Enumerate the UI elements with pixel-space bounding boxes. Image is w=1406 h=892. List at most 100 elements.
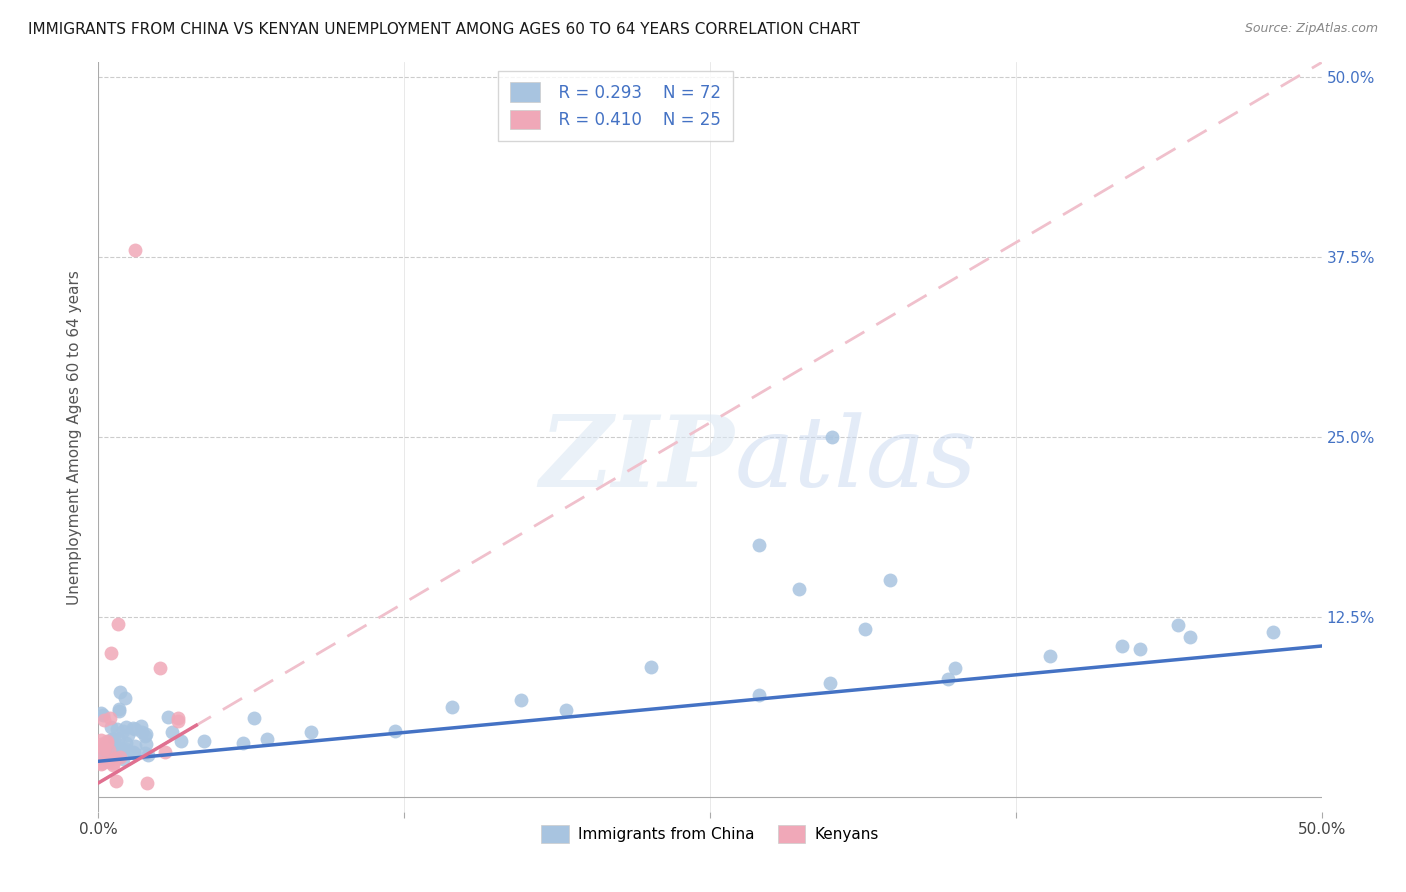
Point: [97, 753, 120, 767]
Point: [167, 714, 190, 728]
Point: [108, 742, 131, 756]
Point: [101, 758, 124, 772]
Point: [1167, 618, 1189, 632]
Point: [136, 776, 159, 790]
Point: [111, 742, 134, 756]
Y-axis label: Unemployment Among Ages 60 to 64 years: Unemployment Among Ages 60 to 64 years: [67, 269, 83, 605]
Point: [107, 617, 129, 632]
Point: [193, 734, 215, 748]
Point: [1261, 624, 1284, 639]
Text: ZIP: ZIP: [540, 411, 734, 508]
Point: [124, 723, 146, 737]
Point: [936, 672, 959, 686]
Point: [124, 243, 146, 257]
Point: [98, 734, 121, 748]
Point: [103, 731, 125, 746]
Point: [97, 742, 120, 756]
Point: [91, 708, 114, 723]
Point: [256, 732, 278, 747]
Point: [107, 747, 129, 762]
Point: [135, 737, 157, 751]
Point: [853, 622, 876, 636]
Point: [640, 659, 662, 673]
Point: [100, 646, 122, 660]
Point: [384, 723, 406, 738]
Point: [1111, 639, 1133, 653]
Point: [115, 720, 138, 734]
Point: [879, 573, 901, 587]
Point: [169, 734, 191, 748]
Point: [555, 702, 578, 716]
Point: [108, 685, 131, 699]
Point: [112, 723, 135, 738]
Point: [122, 745, 145, 759]
Point: [90, 706, 112, 721]
Point: [93, 742, 115, 756]
Point: [107, 704, 129, 718]
Point: [1039, 649, 1062, 664]
Point: [117, 728, 139, 742]
Point: [90, 756, 112, 771]
Point: [787, 582, 810, 596]
Point: [135, 726, 157, 740]
Point: [111, 752, 134, 766]
Point: [943, 660, 966, 674]
Point: [156, 710, 179, 724]
Point: [90, 737, 112, 751]
Point: [108, 702, 131, 716]
Point: [131, 724, 153, 739]
Point: [136, 748, 159, 763]
Point: [821, 430, 844, 444]
Point: [1178, 630, 1201, 644]
Point: [440, 700, 463, 714]
Point: [124, 746, 146, 760]
Point: [103, 756, 125, 770]
Point: [98, 711, 121, 725]
Point: [167, 711, 190, 725]
Point: [1129, 641, 1152, 656]
Text: Source: ZipAtlas.com: Source: ZipAtlas.com: [1244, 22, 1378, 36]
Point: [98, 743, 121, 757]
Point: [108, 748, 131, 763]
Point: [149, 660, 172, 674]
Point: [98, 756, 121, 770]
Point: [105, 722, 128, 736]
Point: [510, 693, 533, 707]
Point: [101, 742, 124, 756]
Point: [818, 676, 841, 690]
Point: [134, 746, 156, 760]
Point: [162, 725, 184, 739]
Text: IMMIGRANTS FROM CHINA VS KENYAN UNEMPLOYMENT AMONG AGES 60 TO 64 YEARS CORRELATI: IMMIGRANTS FROM CHINA VS KENYAN UNEMPLOY…: [28, 22, 860, 37]
Point: [90, 756, 112, 771]
Point: [100, 734, 122, 748]
Point: [153, 745, 176, 759]
Point: [134, 729, 156, 743]
Point: [232, 736, 254, 750]
Point: [104, 746, 127, 760]
Point: [96, 734, 118, 748]
Point: [93, 713, 115, 727]
Point: [115, 736, 138, 750]
Point: [122, 721, 145, 735]
Text: atlas: atlas: [734, 412, 977, 508]
Point: [94, 744, 117, 758]
Point: [748, 538, 770, 552]
Point: [100, 720, 122, 734]
Point: [112, 740, 135, 755]
Point: [114, 690, 136, 705]
Point: [748, 688, 770, 702]
Point: [105, 741, 128, 756]
Point: [243, 711, 266, 725]
Legend: Immigrants from China, Kenyans: Immigrants from China, Kenyans: [536, 819, 884, 849]
Point: [91, 746, 114, 760]
Point: [299, 725, 322, 739]
Point: [94, 740, 117, 755]
Point: [129, 719, 152, 733]
Point: [90, 733, 112, 747]
Point: [107, 731, 129, 746]
Point: [101, 732, 124, 747]
Point: [104, 751, 127, 765]
Point: [105, 774, 128, 789]
Point: [124, 739, 146, 754]
Point: [108, 750, 131, 764]
